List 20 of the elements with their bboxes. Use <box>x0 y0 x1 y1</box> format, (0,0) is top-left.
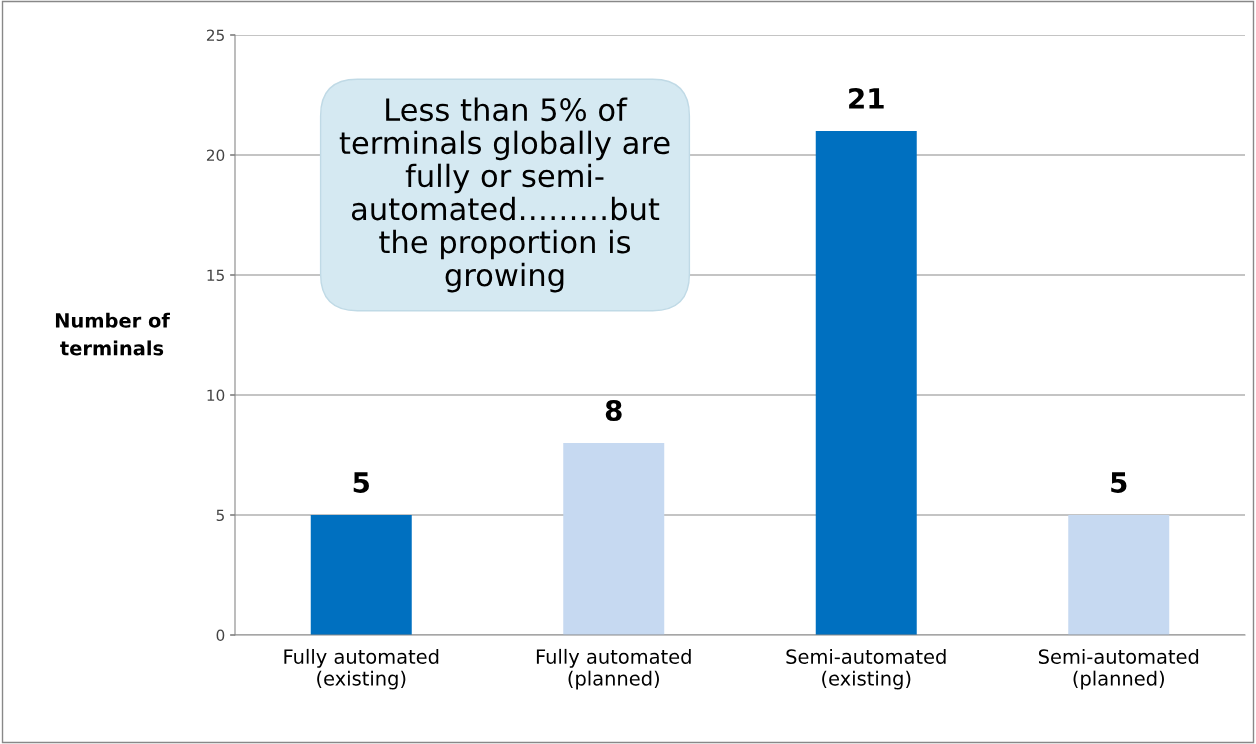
bar <box>1068 515 1170 635</box>
data-label: 8 <box>605 399 622 421</box>
bar <box>310 515 412 635</box>
bar <box>563 443 665 635</box>
x-tick-label: Fully automated (planned) <box>536 648 691 690</box>
data-label: 5 <box>353 472 369 493</box>
x-tick-label: Semi-automated (planned) <box>1038 648 1199 690</box>
y-tick-label: 20 <box>206 149 225 162</box>
x-tick-label: Fully automated (existing) <box>284 648 439 690</box>
x-tick-label: Semi-automated (existing) <box>786 648 946 690</box>
y-tick-label: 10 <box>207 389 225 402</box>
annotation: Less than 5% of terminals globally are fully or semi- automated………but the proportion is growing <box>339 97 670 293</box>
bar <box>815 131 917 635</box>
data-label: 5 <box>1111 472 1127 493</box>
y-tick-label: 5 <box>216 509 224 522</box>
data-label: 21 <box>849 87 884 109</box>
y-axis-title: Number of terminals <box>55 312 170 356</box>
y-tick-label: 25 <box>206 29 224 42</box>
y-tick-label: 15 <box>207 269 224 282</box>
y-tick-label: 0 <box>216 629 225 642</box>
